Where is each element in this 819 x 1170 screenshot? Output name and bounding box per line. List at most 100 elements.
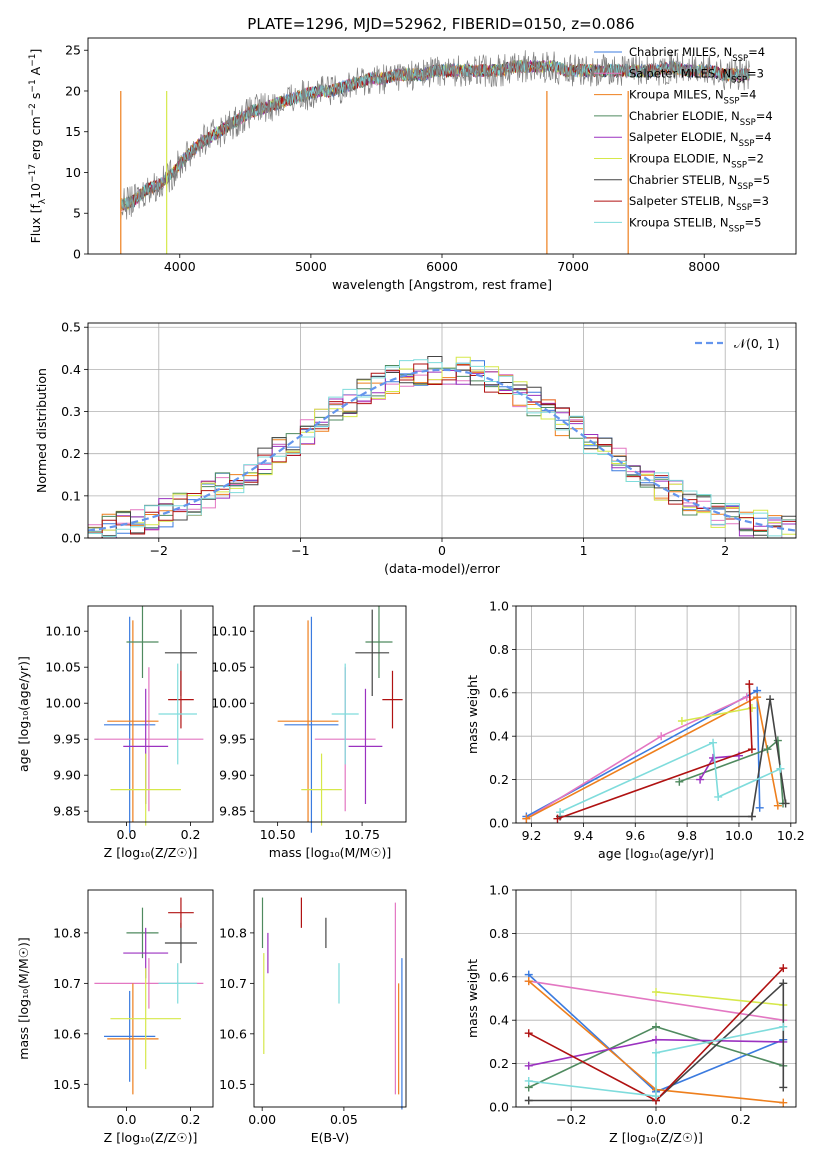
x-tick-label: 8000 (688, 259, 720, 274)
x-tick-label: 0 (438, 543, 446, 558)
weight-point-marker (779, 1083, 788, 1092)
weight-series-line (681, 707, 753, 722)
weight-point-marker (556, 808, 565, 817)
y-tick-label: 9.90 (219, 768, 247, 783)
legend-entry-subscript: SSP (731, 161, 747, 171)
x-tick-label: −2 (150, 543, 168, 558)
weight-point-marker (766, 695, 775, 704)
y-tick-label: 9.90 (53, 768, 81, 783)
legend-entry: Kroupa ELODIE, NSSP=2 (629, 152, 764, 171)
weight-point-marker (652, 1048, 660, 1057)
x-tick-label: 2 (721, 543, 729, 558)
legend-entry: Chabrier STELIB, NSSP=5 (629, 173, 770, 192)
weight-point-marker (779, 1098, 788, 1107)
residual-histogram (88, 363, 796, 539)
x-axis-label: wavelength [Angstrom, rest frame] (332, 277, 552, 292)
legend-entry-label: Kroupa STELIB, N (629, 215, 729, 229)
weight-point-marker (779, 964, 788, 973)
y-tick-label: 20 (65, 83, 81, 98)
y-tick-label: 10.6 (53, 1026, 81, 1041)
legend-entry-subscript: SSP (729, 224, 745, 234)
legend-entry-value: =2 (747, 152, 764, 166)
figure-title: PLATE=1296, MJD=52962, FIBERID=0150, z=0… (247, 15, 634, 33)
x-tick-label: 9.4 (573, 828, 593, 843)
weight-point-marker (524, 1096, 533, 1105)
y-tick-label: 0.5 (61, 320, 81, 335)
y-tick-label: 25 (65, 43, 81, 58)
y-tick-label: 10.5 (219, 1077, 247, 1092)
weight-point-marker (773, 736, 782, 745)
mass-vs-metallicity-panel: 0.0 0.2 10.5 10.6 10.7 10.8 Z [log₁₀(Z/Z☉)] mas… (16, 889, 214, 1145)
y-tick-label: 0.8 (489, 926, 509, 941)
axes-frame (515, 889, 797, 1108)
weight-point-marker (652, 1035, 660, 1044)
x-tick-label: −0.2 (556, 1112, 586, 1127)
y-axis-label-superscript: −1 (28, 54, 38, 67)
y-tick-label: 0.4 (61, 362, 81, 377)
observed-spectrum-line (120, 50, 750, 220)
y-tick-label: 9.85 (53, 804, 81, 819)
y-axis-label: mass [log₁₀(M/M☉)] (16, 937, 31, 1059)
x-tick-label: 9.8 (677, 828, 697, 843)
y-axis-label-text: erg cm (28, 116, 43, 164)
weight-point-marker (709, 738, 718, 747)
x-tick-label: 7000 (557, 259, 589, 274)
weight-point-marker (745, 680, 754, 689)
legend-entry-value: =5 (753, 173, 770, 187)
y-tick-label: 0.0 (61, 531, 81, 546)
weight-point-marker (773, 801, 782, 810)
axes-frame (87, 37, 797, 255)
legend-entry: Salpeter STELIB, NSSP=3 (629, 194, 769, 213)
y-axis-label: Normed distribution (34, 368, 49, 493)
x-axis-label: Z [log₁₀(Z/Z☉)] (104, 845, 198, 860)
legend-entry-subscript: SSP (740, 118, 756, 128)
y-tick-label: 10.05 (45, 660, 81, 675)
weight-point-marker (652, 987, 660, 996)
weight-point-marker (781, 799, 790, 808)
weight-point-marker (524, 1061, 533, 1070)
y-tick-label: 0.2 (489, 772, 509, 787)
weight-series-line (528, 980, 784, 1021)
legend-entry-value: =4 (748, 45, 765, 59)
axes-frame (253, 889, 407, 1108)
y-axis-label-text: ] (28, 49, 43, 54)
y-tick-label: 9.85 (219, 804, 247, 819)
y-tick-label: 1.0 (489, 599, 509, 614)
y-tick-label: 0.3 (61, 404, 81, 419)
axes-frame (87, 889, 214, 1108)
legend-entry: Chabrier MILES, NSSP=4 (629, 45, 765, 64)
y-tick-label: 0.4 (489, 1013, 509, 1028)
x-tick-label: 5000 (295, 259, 327, 274)
legend-entry-subscript: SSP (736, 203, 752, 213)
y-tick-label: 10 (65, 165, 81, 180)
y-tick-label: 0.1 (61, 488, 81, 503)
weight-point-marker (524, 1076, 533, 1085)
weight-series-line (528, 981, 785, 1102)
y-tick-label: 10.7 (53, 976, 81, 991)
y-tick-label: 9.95 (219, 732, 247, 747)
weight-point-marker (652, 1022, 660, 1031)
legend-entry-value: =5 (744, 215, 761, 229)
residual-histogram (88, 359, 796, 537)
weight-point-marker (779, 979, 788, 988)
x-tick-label: 0.0 (117, 827, 137, 842)
y-axis-label: mass weight (465, 675, 480, 754)
y-tick-label: 0.8 (489, 642, 509, 657)
x-tick-label: 0.2 (181, 1112, 201, 1127)
x-axis-label: E(B-V) (311, 1130, 350, 1145)
legend-entry: Kroupa STELIB, NSSP=5 (629, 215, 761, 234)
legend-entry-subscript: SSP (737, 182, 753, 192)
y-tick-label: 0.6 (489, 685, 509, 700)
legend-entry-label: Kroupa ELODIE, N (629, 152, 731, 166)
legend-entry-subscript: SSP (731, 75, 747, 85)
y-axis-label-superscript: −2 (28, 103, 38, 116)
weight-point-marker (763, 745, 772, 754)
y-tick-label: 10.5 (53, 1077, 81, 1092)
legend-entry-subscript: SSP (724, 97, 740, 107)
x-axis-label: mass [log₁₀(M/M☉)] (269, 845, 391, 860)
x-tick-label: 9.6 (625, 828, 645, 843)
x-tick-label: 1 (580, 543, 588, 558)
y-tick-label: 0.2 (489, 1056, 509, 1071)
x-tick-label: 10.0 (725, 828, 753, 843)
x-tick-label: 4000 (164, 259, 196, 274)
